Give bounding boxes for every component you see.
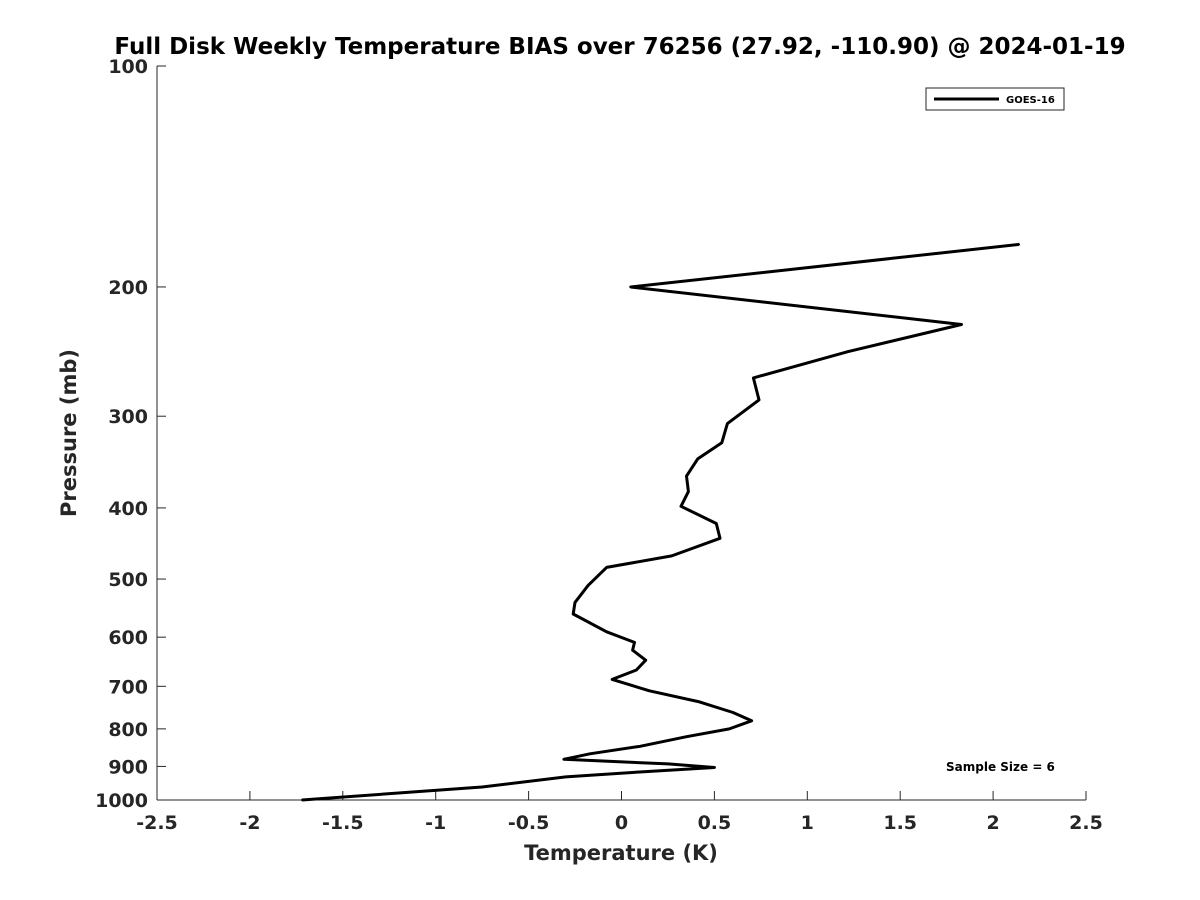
data-point — [611, 678, 614, 681]
data-point — [572, 613, 575, 615]
data-point — [685, 735, 688, 738]
x-tick-label: 1 — [801, 812, 814, 834]
data-point — [720, 441, 723, 444]
data-point — [728, 727, 731, 730]
data-point — [1018, 243, 1021, 246]
y-tick-label: 800 — [108, 719, 148, 741]
data-point — [562, 758, 565, 761]
y-tick-label: 100 — [108, 56, 148, 78]
data-point — [847, 350, 850, 353]
y-tick-label: 200 — [108, 277, 148, 299]
x-tick-label: -0.5 — [508, 812, 550, 834]
data-point — [680, 505, 682, 508]
data-point — [635, 669, 638, 671]
x-tick-label: 1.5 — [883, 812, 917, 834]
x-tick-label: 0.5 — [698, 812, 732, 834]
data-point — [633, 641, 636, 644]
data-point — [481, 786, 484, 788]
data-point — [564, 775, 567, 778]
y-tick-label: 1000 — [95, 790, 148, 812]
data-point — [642, 770, 645, 773]
y-tick-label: 500 — [108, 569, 148, 591]
data-point — [300, 799, 303, 801]
sample-size-annotation: Sample Size = 6 — [946, 760, 1055, 774]
data-point — [574, 601, 576, 604]
y-tick-label: 300 — [108, 406, 148, 428]
data-point — [726, 422, 729, 425]
data-point — [713, 766, 716, 769]
x-tick-label: 2.5 — [1069, 812, 1103, 834]
data-point — [752, 376, 755, 379]
data-point — [588, 752, 591, 755]
x-tick-label: -2 — [239, 812, 260, 834]
data-point — [667, 762, 669, 765]
data-point — [639, 745, 642, 748]
data-point — [687, 490, 690, 493]
x-tick-label: 0 — [615, 812, 628, 834]
data-point — [670, 554, 673, 557]
data-point — [685, 475, 688, 478]
data-point — [629, 286, 632, 288]
data-point — [715, 522, 718, 525]
x-ticks: -2.5 -2 -1.5 -1 -0.5 0 0.5 1 1.5 2 2.5 — [136, 791, 1103, 834]
y-tick-label: 400 — [108, 498, 148, 520]
data-point — [696, 457, 699, 460]
data-point — [960, 323, 963, 326]
series-points — [300, 243, 1021, 801]
series-line-goes-16 — [301, 242, 1020, 802]
legend: GOES-16 — [925, 87, 1065, 111]
plot-area — [156, 66, 1086, 801]
x-tick-label: -2.5 — [136, 812, 178, 834]
data-point — [587, 584, 590, 587]
data-point — [631, 649, 634, 652]
x-axis-label: Temperature (K) — [524, 841, 718, 865]
x-tick-label: -1 — [425, 812, 446, 834]
data-point — [648, 689, 651, 692]
data-point — [605, 630, 608, 633]
y-tick-label: 600 — [108, 627, 148, 649]
legend-entry-goes-16: GOES-16 — [1006, 95, 1055, 106]
data-point — [644, 659, 647, 662]
y-axis-label: Pressure (mb) — [57, 349, 81, 517]
y-tick-label: 700 — [108, 676, 148, 698]
data-point — [719, 537, 721, 540]
y-ticks: 100 200 300 400 500 600 700 800 900 1000 — [95, 56, 166, 812]
x-tick-label: -1.5 — [322, 812, 364, 834]
data-point — [750, 719, 753, 722]
data-point — [698, 700, 701, 703]
y-tick-label: 900 — [108, 756, 148, 778]
x-tick-label: 2 — [986, 812, 999, 834]
data-point — [605, 566, 608, 569]
chart-title: Full Disk Weekly Temperature BIAS over 7… — [114, 34, 1125, 60]
data-point — [758, 398, 760, 401]
data-point — [732, 711, 734, 714]
